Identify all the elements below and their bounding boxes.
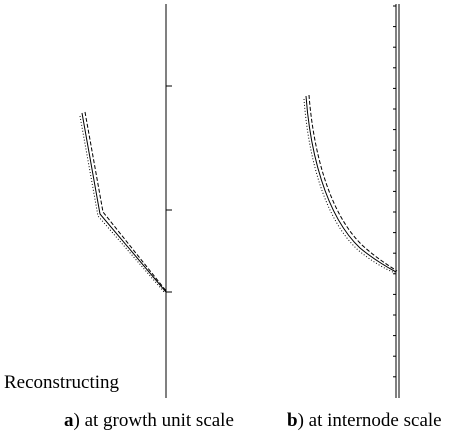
panel-a-axis-ticks [166,85,172,293]
panel-a-trace-dotted [79,115,166,294]
panel-a-letter: a [64,410,74,431]
panel-b-caption: b) at internode scale [287,410,442,432]
panel-a [79,4,172,398]
panel-a-caption: a) at growth unit scale [64,410,234,432]
panel-b-caption-text: ) at internode scale [297,410,442,431]
panel-b-letter: b [287,410,298,431]
panel-b-trace-dotted [303,98,396,274]
panel-b [303,4,400,398]
panel-b-trace-dashed [308,94,398,272]
panel-a-caption-text: ) at growth unit scale [73,410,234,431]
panel-a-trace-solid [81,112,167,293]
panel-a-branch-traces [79,111,168,294]
panel-b-branch-traces [303,94,398,274]
panel-b-axis-ticks [393,5,396,378]
panel-a-trace-dashed [84,111,168,293]
side-label: Reconstructing [4,372,120,393]
panel-b-trace-solid [305,95,397,273]
